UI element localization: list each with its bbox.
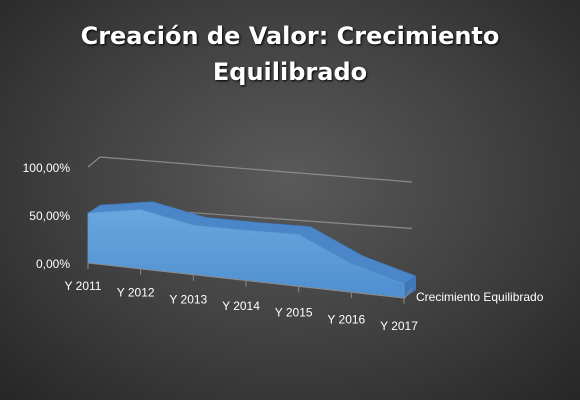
y-tick-label-0: 0,00%: [36, 257, 70, 271]
series-axis-label: Crecimiento Equilibrado: [416, 290, 544, 304]
x-tick-label-3: Y 2014: [222, 299, 260, 313]
chart-title-line-2: Equilibrado: [212, 58, 368, 86]
gridline-side-2: [87, 156, 101, 168]
x-tick-label-0: Y 2011: [65, 279, 102, 293]
x-tick-label-5: Y 2016: [327, 312, 365, 326]
y-tick-label-2: 100,00%: [23, 161, 71, 175]
chart-title: Creación de Valor: Crecimiento Equilibra…: [0, 18, 580, 90]
y-tick-label-1: 50,00%: [29, 209, 70, 223]
x-tick-label-2: Y 2013: [169, 292, 207, 306]
x-tick-label-1: Y 2012: [117, 286, 155, 300]
chart-title-line-1: Creación de Valor: Crecimiento: [80, 22, 500, 50]
x-tick-label-4: Y 2015: [275, 306, 313, 320]
series-axis-tick: [403, 287, 413, 300]
x-tick-label-6: Y 2017: [380, 319, 418, 333]
gridline-2: [99, 156, 413, 183]
area-side-face: [404, 276, 416, 298]
